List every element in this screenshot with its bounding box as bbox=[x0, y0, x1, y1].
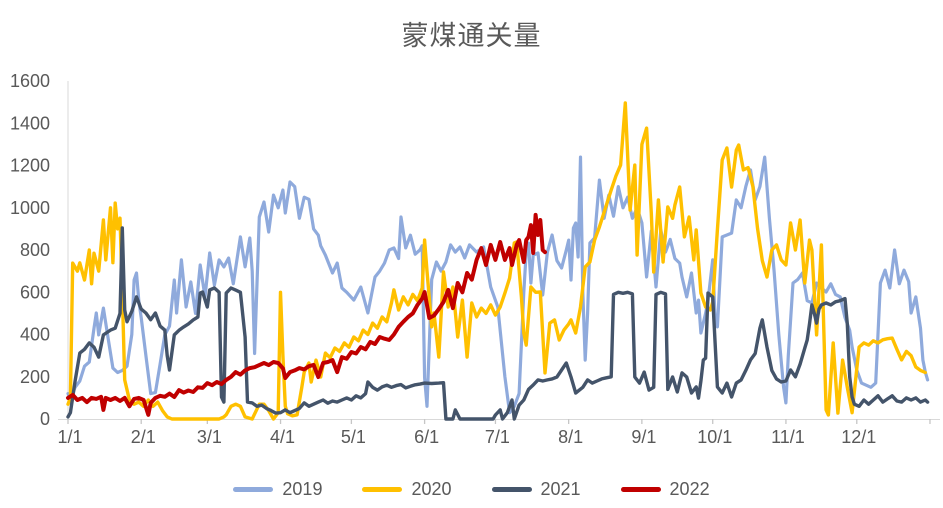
x-axis-label: 2/1 bbox=[131, 427, 156, 447]
legend-label-2021: 2021 bbox=[540, 479, 581, 499]
x-axis-label: 9/1 bbox=[631, 427, 656, 447]
y-axis-label: 1400 bbox=[10, 113, 50, 133]
legend-item-2020: 2020 bbox=[362, 479, 452, 500]
y-axis-label: 600 bbox=[20, 282, 50, 302]
legend-label-2020: 2020 bbox=[411, 479, 452, 499]
y-axis-label: 0 bbox=[40, 409, 50, 429]
y-axis-label: 200 bbox=[20, 367, 50, 387]
x-axis-label: 4/1 bbox=[270, 427, 295, 447]
y-axis-label: 1000 bbox=[10, 198, 50, 218]
x-axis-label: 7/1 bbox=[485, 427, 510, 447]
x-axis-label: 3/1 bbox=[197, 427, 222, 447]
legend-swatch-2021 bbox=[491, 487, 532, 492]
y-axis-label: 400 bbox=[20, 325, 50, 345]
series-line-2020 bbox=[66, 101, 927, 421]
legend-label-2022: 2022 bbox=[669, 479, 710, 499]
series-line-2019 bbox=[66, 155, 930, 415]
y-axis-label: 1600 bbox=[10, 71, 50, 91]
series-line-2022 bbox=[66, 212, 547, 417]
x-axis-label: 12/1 bbox=[841, 427, 876, 447]
legend-item-2019: 2019 bbox=[233, 479, 322, 500]
x-axis-label: 10/1 bbox=[697, 427, 732, 447]
x-axis-label: 8/1 bbox=[558, 427, 583, 447]
legend-swatch-2019 bbox=[233, 487, 274, 492]
x-axis-label: 11/1 bbox=[771, 427, 805, 447]
legend-swatch-2022 bbox=[620, 487, 661, 492]
legend: 2019 2020 2021 2022 bbox=[0, 479, 943, 500]
legend-item-2022: 2022 bbox=[620, 479, 710, 500]
series-line-2021 bbox=[66, 226, 930, 421]
y-axis-label: 800 bbox=[20, 240, 50, 260]
x-axis-label: 5/1 bbox=[341, 427, 366, 447]
legend-swatch-2020 bbox=[362, 487, 403, 492]
x-axis-label: 1/1 bbox=[57, 427, 82, 447]
legend-item-2021: 2021 bbox=[491, 479, 581, 500]
legend-label-2019: 2019 bbox=[282, 479, 323, 499]
y-axis-label: 1200 bbox=[10, 156, 50, 176]
chart-title: 蒙煤通关量 bbox=[401, 21, 542, 51]
x-axis-label: 6/1 bbox=[414, 427, 439, 447]
